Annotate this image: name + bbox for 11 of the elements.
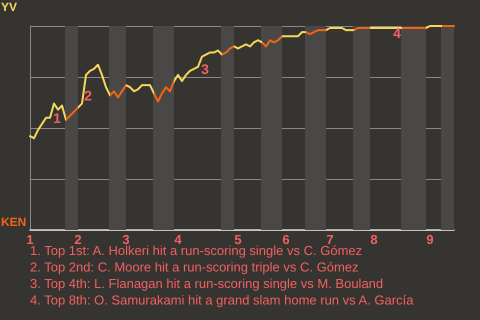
x-tick-label: 9 xyxy=(426,232,434,247)
annotation: 1 xyxy=(53,110,62,126)
x-tick-label: 8 xyxy=(370,232,378,247)
text: 3. Top 4th: L. Flanagan hit a run-scoring single vs M. Bouland xyxy=(30,276,384,291)
annotation: 4 xyxy=(393,25,402,42)
text: KEN xyxy=(1,215,26,229)
annotation: 2 xyxy=(84,87,92,104)
text: 2. Top 2nd: C. Moore hit a run-scoring triple vs C. Gómez xyxy=(30,260,359,274)
text: YV xyxy=(1,0,18,14)
annotation: 3 xyxy=(201,60,210,77)
text: 4. Top 8th: O. Samurakami hit a grand slam home run vs A. García xyxy=(30,292,414,308)
